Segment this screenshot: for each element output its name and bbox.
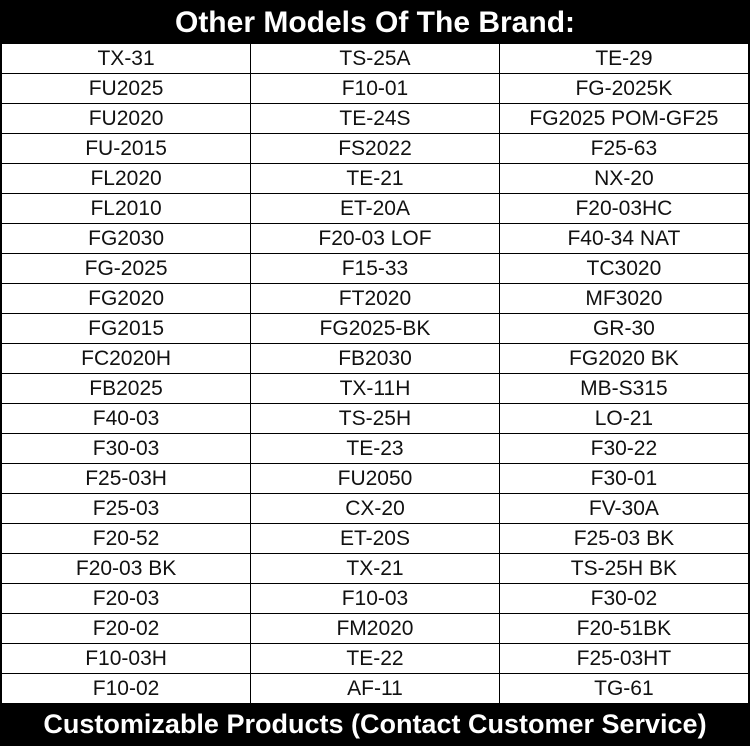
table-row: FU2020 TE-24S FG2025 POM-GF25: [2, 103, 748, 135]
model-cell: MB-S315: [498, 373, 748, 405]
model-cell: FL2020: [2, 163, 252, 195]
model-cell: FB2030: [250, 343, 500, 375]
model-cell: FG2020 BK: [498, 343, 748, 375]
model-cell: FG-2025K: [498, 73, 748, 105]
model-cell: F40-34 NAT: [498, 223, 748, 255]
model-cell: TX-31: [2, 44, 252, 75]
table-row: FU-2015 FS2022 F25-63: [2, 133, 748, 165]
model-cell: F25-03 BK: [498, 523, 748, 555]
model-cell: LO-21: [498, 403, 748, 435]
model-cell: FB2025: [2, 373, 252, 405]
table-row: FG-2025 F15-33 TC3020: [2, 253, 748, 285]
model-cell: F25-03HT: [498, 643, 748, 675]
table-row: FG2020 FT2020 MF3020: [2, 283, 748, 315]
model-cell: F20-51BK: [498, 613, 748, 645]
model-cell: F30-22: [498, 433, 748, 465]
footer-text: Customizable Products (Contact Customer …: [2, 704, 748, 744]
model-cell: F25-03: [2, 493, 252, 525]
model-cell: F25-03H: [2, 463, 252, 495]
model-cell: FU2020: [2, 103, 252, 135]
model-cell: FU2025: [2, 73, 252, 105]
model-cell: TX-11H: [250, 373, 500, 405]
model-cell: F20-03: [2, 583, 252, 615]
model-cell: TE-21: [250, 163, 500, 195]
model-cell: FU2050: [250, 463, 500, 495]
table-row: F20-02 FM2020 F20-51BK: [2, 613, 748, 645]
table-row: F20-03 BK TX-21 TS-25H BK: [2, 553, 748, 585]
model-cell: F20-03 LOF: [250, 223, 500, 255]
model-cell: TS-25A: [250, 44, 500, 75]
model-cell: FV-30A: [498, 493, 748, 525]
table-row: F25-03H FU2050 F30-01: [2, 463, 748, 495]
model-cell: TS-25H BK: [498, 553, 748, 585]
table-row: FB2025 TX-11H MB-S315: [2, 373, 748, 405]
table-row: FU2025 F10-01 FG-2025K: [2, 73, 748, 105]
model-cell: F15-33: [250, 253, 500, 285]
model-cell: TE-29: [498, 44, 748, 75]
header-title: Other Models Of The Brand:: [2, 2, 748, 45]
table-row: FL2020 TE-21 NX-20: [2, 163, 748, 195]
table-row: TX-31 TS-25A TE-29: [2, 44, 748, 75]
table-row: FL2010 ET-20A F20-03HC: [2, 193, 748, 225]
model-cell: CX-20: [250, 493, 500, 525]
table-row: FG2015 FG2025-BK GR-30: [2, 313, 748, 345]
table-row: F40-03 TS-25H LO-21: [2, 403, 748, 435]
model-cell: GR-30: [498, 313, 748, 345]
model-cell: F30-02: [498, 583, 748, 615]
model-cell: TX-21: [250, 553, 500, 585]
table-row: F20-03 F10-03 F30-02: [2, 583, 748, 615]
table-row: F10-02 AF-11 TG-61: [2, 673, 748, 705]
model-cell: TE-23: [250, 433, 500, 465]
model-cell: F10-03: [250, 583, 500, 615]
model-cell: NX-20: [498, 163, 748, 195]
model-cell: F10-01: [250, 73, 500, 105]
table-row: F10-03H TE-22 F25-03HT: [2, 643, 748, 675]
table-row: FC2020H FB2030 FG2020 BK: [2, 343, 748, 375]
model-cell: F10-03H: [2, 643, 252, 675]
model-cell: F20-03 BK: [2, 553, 252, 585]
model-cell: FU-2015: [2, 133, 252, 165]
model-cell: ET-20A: [250, 193, 500, 225]
model-cell: AF-11: [250, 673, 500, 705]
model-cell: TG-61: [498, 673, 748, 705]
model-cell: F20-52: [2, 523, 252, 555]
model-cell: FG-2025: [2, 253, 252, 285]
model-cell: FL2010: [2, 193, 252, 225]
model-cell: FG2030: [2, 223, 252, 255]
model-cell: FG2025-BK: [250, 313, 500, 345]
model-cell: FM2020: [250, 613, 500, 645]
model-cell: ET-20S: [250, 523, 500, 555]
model-cell: F25-63: [498, 133, 748, 165]
model-cell: F30-01: [498, 463, 748, 495]
table-row: F30-03 TE-23 F30-22: [2, 433, 748, 465]
model-cell: TC3020: [498, 253, 748, 285]
model-cell: F40-03: [2, 403, 252, 435]
model-cell: TE-22: [250, 643, 500, 675]
model-cell: FC2020H: [2, 343, 252, 375]
model-cell: F20-02: [2, 613, 252, 645]
model-cell: FG2015: [2, 313, 252, 345]
model-cell: FG2020: [2, 283, 252, 315]
model-cell: TE-24S: [250, 103, 500, 135]
model-cell: TS-25H: [250, 403, 500, 435]
models-table: TX-31 TS-25A TE-29 FU2025 F10-01 FG-2025K FU20…: [2, 44, 748, 705]
model-cell: F10-02: [2, 673, 252, 705]
model-cell: F20-03HC: [498, 193, 748, 225]
model-cell: FT2020: [250, 283, 500, 315]
model-cell: FS2022: [250, 133, 500, 165]
table-row: F20-52 ET-20S F25-03 BK: [2, 523, 748, 555]
table-row: F25-03 CX-20 FV-30A: [2, 493, 748, 525]
model-cell: F30-03: [2, 433, 252, 465]
model-cell: FG2025 POM-GF25: [498, 103, 748, 135]
model-cell: MF3020: [498, 283, 748, 315]
table-row: FG2030 F20-03 LOF F40-34 NAT: [2, 223, 748, 255]
